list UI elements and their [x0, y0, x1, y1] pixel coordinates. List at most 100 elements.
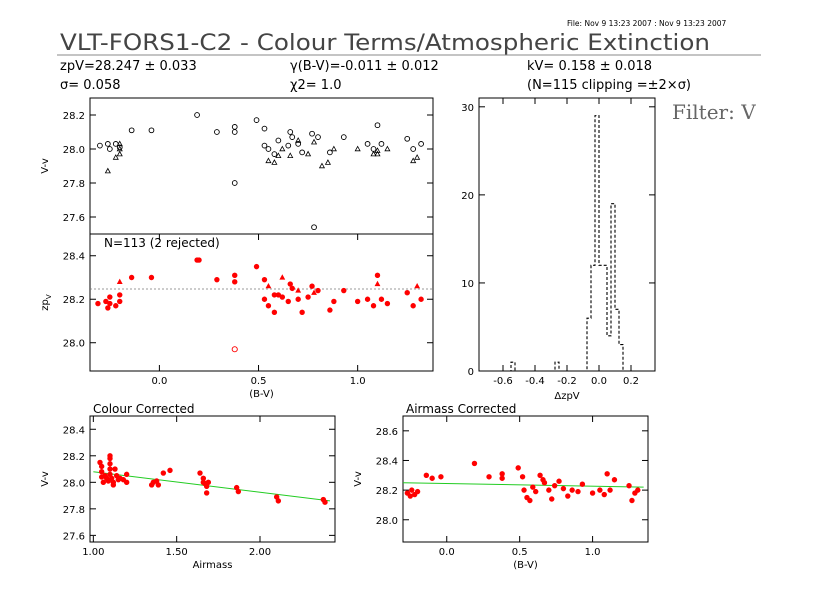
data-point [519, 474, 526, 480]
data-point [253, 263, 260, 270]
data-point [327, 149, 333, 156]
data-point [261, 125, 268, 132]
x-tick-label: 0.0 [591, 376, 607, 387]
x-axis-label: (B-V) [513, 560, 538, 571]
y-tick-label: 28.2 [376, 486, 398, 497]
data-point [404, 135, 411, 142]
plots-layer: 27.6 27.8 28.0 28.2 V-v 28.0 28.2 28.4 0.0 0.5 1.0… [40, 97, 656, 571]
data-point [285, 142, 292, 149]
data-point [116, 278, 123, 284]
data-point [311, 289, 317, 295]
extinction-readout: kV= 0.158 ± 0.018 [527, 59, 652, 74]
data-point [98, 469, 105, 475]
data-point [100, 479, 107, 486]
y-tick-label: 28.2 [63, 295, 85, 306]
y-tick-label: 28.0 [63, 339, 85, 350]
x-tick-label: 1.0 [350, 376, 366, 387]
data-point [117, 292, 123, 298]
data-point [95, 300, 101, 307]
data-point [271, 309, 278, 315]
data-point [374, 150, 381, 157]
sigma-readout: σ= 0.058 [60, 78, 120, 93]
data-point [205, 479, 212, 486]
data-point [123, 471, 130, 478]
data-point [486, 474, 492, 480]
y-axis-label: zpV [40, 294, 53, 311]
data-point [407, 493, 413, 499]
data-point [235, 488, 242, 495]
data-point [167, 467, 173, 474]
x-tick-label: 1.00 [82, 547, 104, 558]
data-point [295, 141, 302, 147]
data-point [112, 466, 118, 472]
data-point [629, 497, 635, 504]
fit-line [93, 471, 331, 502]
data-point-rejected [231, 346, 238, 353]
rejection-annotation: N=113 (2 rejected) [104, 236, 220, 250]
data-point [275, 137, 282, 144]
y-tick-label: 28.4 [376, 456, 398, 467]
data-point [232, 279, 238, 285]
data-point [341, 287, 347, 294]
data-point [287, 129, 294, 135]
data-point [471, 460, 478, 467]
data-point [438, 474, 444, 480]
data-point [107, 455, 113, 462]
data-point [551, 482, 558, 489]
data-point [635, 487, 641, 493]
panel-title: Airmass Corrected [406, 402, 516, 416]
data-point [105, 305, 111, 311]
data-point [106, 146, 113, 152]
data-point [285, 298, 291, 305]
x-tick-label: 2.00 [249, 547, 271, 558]
data-point [275, 152, 282, 159]
data-point [107, 461, 113, 467]
data-point [265, 157, 272, 164]
data-point [116, 145, 123, 152]
y-axis-label: V-v [353, 471, 364, 487]
data-point [295, 137, 302, 143]
data-point [364, 296, 371, 302]
data-point [423, 472, 430, 478]
clipping-readout: (N=115 clipping =±2×σ) [527, 78, 691, 93]
data-point [315, 287, 321, 294]
data-point [324, 159, 331, 165]
data-point [287, 281, 293, 287]
data-point [123, 479, 130, 486]
x-tick-label: 0.2 [623, 376, 639, 387]
data-point [265, 146, 272, 152]
data-point [310, 138, 318, 145]
data-point [384, 145, 391, 152]
file-timestamp: File: Nov 9 13:23 2007 : Nov 9 13:23 200… [567, 19, 727, 28]
histogram-bin [619, 345, 623, 371]
data-point [327, 307, 333, 313]
x-tick-label: -0.4 [525, 376, 545, 387]
data-point [155, 482, 162, 488]
histogram-bin [511, 362, 515, 371]
y-tick-label: 27.6 [63, 531, 85, 542]
histogram-bin [599, 265, 603, 371]
data-point [97, 142, 103, 149]
data-point [279, 294, 286, 300]
data-point [410, 303, 416, 309]
panel-right-histogram: 0 10 20 30 -0.6 -0.4 -0.2 0.0 0.2 ΔzpV [461, 97, 656, 402]
data-point [128, 127, 135, 134]
data-point [370, 303, 377, 309]
panel-bottom-right: 28.0 28.2 28.4 28.6 0.0 0.5 1.0 V-v (B-V) Airmass… [353, 402, 649, 571]
x-axis-label: ΔzpV [554, 391, 579, 402]
y-tick-label: 28.2 [63, 452, 85, 463]
data-point [261, 296, 268, 302]
data-point [340, 134, 347, 140]
data-point [271, 151, 278, 157]
data-point [309, 283, 315, 289]
data-point [194, 112, 200, 118]
data-point [299, 309, 305, 315]
data-point [418, 296, 424, 302]
panel-bottom-left: 27.6 27.8 28.0 28.2 28.4 1.00 1.50 2.00 V-v Airma… [40, 402, 336, 571]
data-point [589, 490, 596, 496]
histogram-bin [615, 309, 619, 371]
data-point [414, 154, 421, 160]
data-point [112, 154, 119, 160]
data-point [374, 122, 381, 129]
data-point [537, 472, 543, 478]
